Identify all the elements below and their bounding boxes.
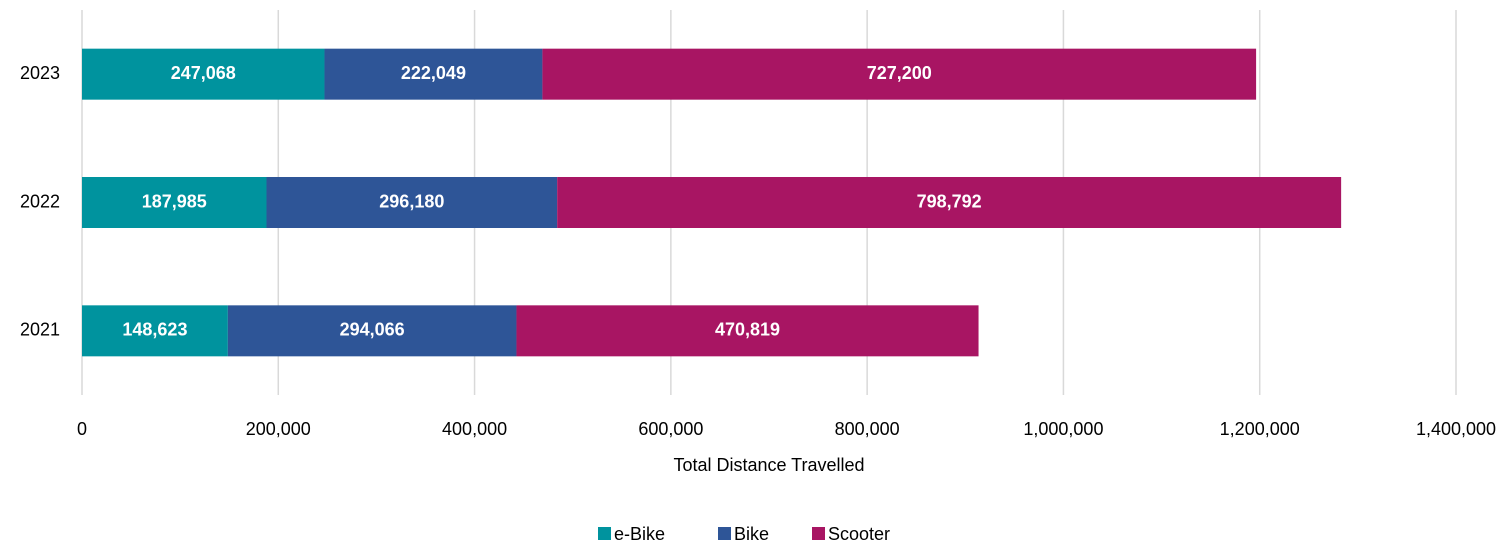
y-tick-label: 2022 [20,191,60,211]
bar-segment [557,177,1342,228]
bar-segment [266,177,558,228]
x-tick-label: 1,000,000 [1023,419,1103,439]
bar-segment [542,48,1257,100]
data-label: 296,180 [379,191,444,211]
bar-segment [516,305,979,357]
legend-label: Scooter [828,524,890,544]
legend-swatch [718,527,731,540]
x-tick-label: 600,000 [638,419,703,439]
x-tick-label: 1,200,000 [1220,419,1300,439]
x-tick-label: 800,000 [835,419,900,439]
data-label: 727,200 [867,63,932,83]
bar-segment [324,48,543,100]
data-label: 798,792 [917,191,982,211]
data-label: 187,985 [142,191,207,211]
legend-swatch [598,527,611,540]
y-tick-label: 2023 [20,63,60,83]
bar-segment [82,305,228,357]
data-label: 148,623 [122,320,187,340]
data-label: 247,068 [171,63,236,83]
bar-segment [227,305,517,357]
y-tick-label: 2021 [20,320,60,340]
x-tick-label: 200,000 [246,419,311,439]
legend-label: Bike [734,524,769,544]
legend-label: e-Bike [614,524,665,544]
legend-swatch [812,527,825,540]
x-tick-label: 400,000 [442,419,507,439]
data-label: 470,819 [715,320,780,340]
bar-segment [82,48,325,100]
data-label: 294,066 [340,320,405,340]
x-tick-label: 1,400,000 [1416,419,1496,439]
data-label: 222,049 [401,63,466,83]
x-axis-title: Total Distance Travelled [673,455,864,475]
bar-segment [82,177,267,228]
x-tick-label: 0 [77,419,87,439]
